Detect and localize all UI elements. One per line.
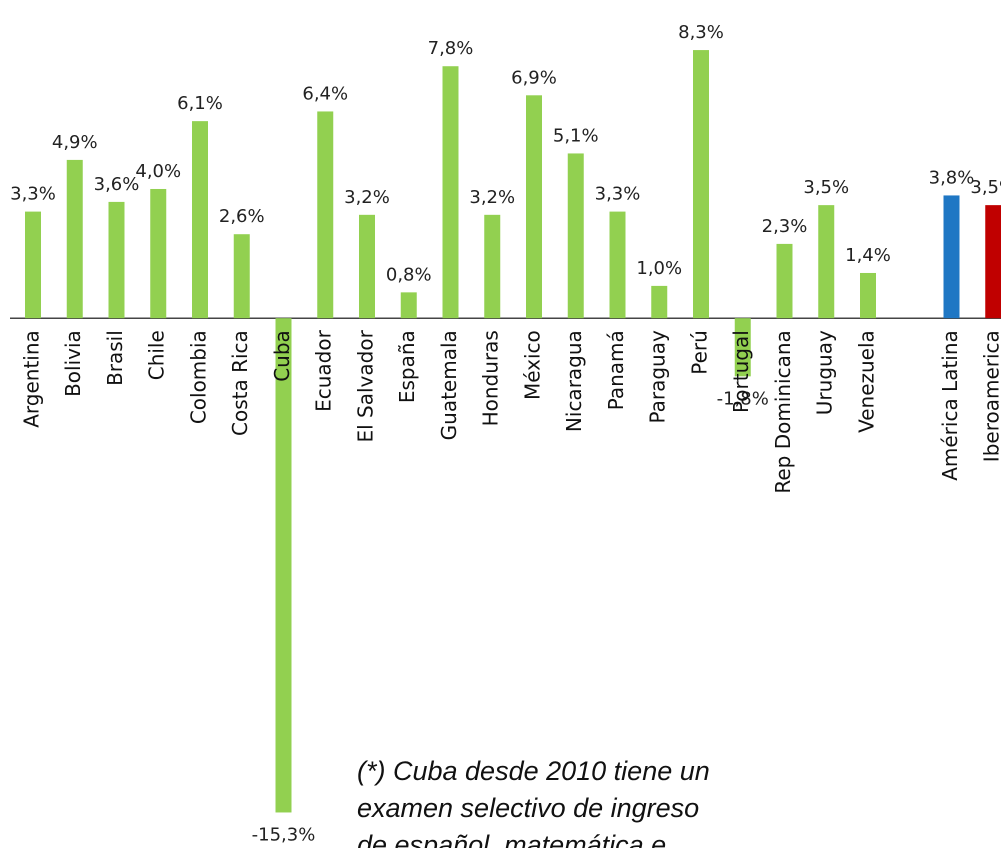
bar [651, 285, 668, 319]
x-tick-label: Venezuela [855, 330, 879, 433]
bar [150, 188, 167, 319]
data-label: 3,2% [469, 187, 515, 208]
x-tick-label: Nicaragua [562, 330, 586, 432]
footnote: examen selectivo de ingreso [357, 793, 699, 823]
data-label: -15,3% [252, 824, 316, 845]
data-label: 2,3% [762, 216, 808, 237]
data-label: 3,3% [10, 184, 56, 205]
data-label: -1,8% [717, 388, 769, 409]
x-tick-label: Portugal [729, 330, 753, 413]
x-tick-label: Rep Dominicana [771, 330, 795, 493]
data-label: 0,8% [386, 264, 432, 285]
x-tick-label: Chile [145, 330, 169, 380]
bar [526, 95, 542, 319]
x-tick-label: Costa Rica [228, 330, 252, 436]
x-tick-label: El Salvador [354, 329, 378, 442]
data-label: 6,4% [302, 83, 348, 104]
bar [818, 205, 835, 319]
x-tick-label: América Latina [938, 330, 962, 481]
x-tick-label: Perú [688, 330, 712, 375]
data-label: 4,9% [52, 132, 98, 153]
bar [693, 50, 709, 319]
bar [442, 66, 459, 319]
bar [567, 153, 584, 319]
data-label: 4,0% [135, 161, 181, 182]
data-label: 3,3% [595, 184, 641, 205]
bar [985, 205, 1001, 319]
x-tick-label: Cuba [270, 330, 294, 382]
data-label: 3,8% [929, 167, 975, 188]
x-tick-label: Colombia [187, 330, 211, 424]
x-tick-label: Ecuador [312, 329, 336, 411]
bar [233, 234, 250, 319]
bar [943, 195, 960, 319]
x-tick-label: Brasil [103, 330, 127, 386]
bar [609, 211, 626, 319]
bar [66, 159, 83, 319]
bar [400, 292, 417, 319]
x-tick-label: Guatemala [437, 330, 461, 440]
x-tick-label: México [521, 330, 545, 400]
data-label: 2,6% [219, 206, 265, 227]
data-label: 3,2% [344, 187, 390, 208]
bar [734, 318, 751, 377]
footnote: (*) Cuba desde 2010 tiene un [357, 756, 710, 786]
bar [25, 211, 41, 319]
bar [860, 272, 876, 319]
footnote: de español, matemática e [357, 830, 666, 848]
data-label: 6,9% [511, 67, 557, 88]
x-tick-label: Iberoamerica [980, 330, 1001, 462]
bar [776, 243, 793, 319]
x-tick-label: Paraguay [646, 330, 670, 424]
data-label: 6,1% [177, 93, 223, 114]
x-tick-label: Uruguay [813, 330, 837, 415]
bar [192, 121, 208, 319]
data-label: 3,5% [970, 177, 1001, 198]
data-label: 3,5% [803, 177, 849, 198]
data-label: 5,1% [553, 125, 599, 146]
data-label: 1,4% [845, 245, 891, 266]
data-label: 3,6% [94, 174, 140, 195]
x-tick-label: Honduras [479, 330, 503, 426]
bar [359, 214, 375, 319]
x-tick-label: Bolivia [61, 330, 85, 397]
data-label: 8,3% [678, 22, 724, 43]
data-label: 1,0% [636, 258, 682, 279]
x-tick-label: España [395, 330, 419, 403]
bar [317, 111, 334, 319]
bar [108, 201, 125, 319]
x-tick-label: Panamá [604, 330, 628, 410]
bar [275, 318, 292, 813]
x-tick-label: Argentina [20, 330, 44, 428]
bar [484, 214, 501, 319]
data-label: 7,8% [428, 38, 474, 59]
